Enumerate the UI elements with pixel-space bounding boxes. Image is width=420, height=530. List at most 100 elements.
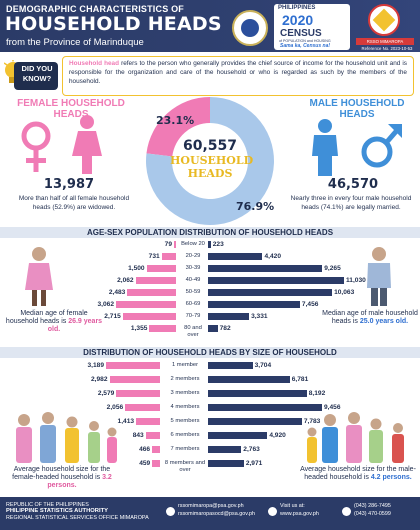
male-bar-label: 4,420 <box>264 253 281 260</box>
female-bar-label: 466 <box>139 446 151 453</box>
female-bar-label: 2,982 <box>90 376 108 383</box>
footer-email-2[interactable]: rssomimaropasocd@psa.gov.ph <box>178 511 255 517</box>
avg-size-female: Average household size for the female-he… <box>2 466 122 490</box>
definition-text: Household head refers to the person who … <box>69 59 407 87</box>
census-country: PHILIPPINES <box>278 5 316 11</box>
female-bar <box>136 418 160 425</box>
male-bar <box>208 325 218 332</box>
psa-seal-logo <box>232 10 268 46</box>
male-bar <box>208 301 300 308</box>
male-bar <box>208 313 250 320</box>
median-male-value: 25.0 years old. <box>359 318 409 325</box>
category-label: 2 members <box>170 376 200 382</box>
median-female-text: Median age of female household heads is <box>5 310 88 325</box>
female-bar-label: 2,483 <box>108 289 126 296</box>
male-bar <box>208 362 253 369</box>
category-label: 60-69 <box>185 301 201 307</box>
footer-org-line2: PHILIPPINE STATISTICS AUTHORITY <box>6 508 108 514</box>
donut-male-pct-label: 76.9% <box>236 200 275 213</box>
category-label: 5 members <box>170 418 200 424</box>
age-section-title: AGE-SEX POPULATION DISTRIBUTION OF HOUSE… <box>86 228 334 237</box>
category-label: 20-29 <box>185 253 201 259</box>
male-bar-label: 8,192 <box>308 390 326 397</box>
male-bar <box>208 460 244 467</box>
female-bar-label: 2,579 <box>97 390 115 397</box>
female-heads-note: More than half of all female household h… <box>18 195 130 211</box>
title-line-1: DEMOGRAPHIC CHARACTERISTICS OF <box>6 4 185 14</box>
footer-website[interactable]: www.psa.gov.ph <box>280 511 319 517</box>
female-bar-label: 3,062 <box>97 301 114 308</box>
definition-box: Household head refers to the person who … <box>62 56 414 96</box>
median-age-male: Median age of male household heads is 25… <box>322 310 418 326</box>
female-bar <box>122 313 176 320</box>
male-bar-label: 2,971 <box>245 460 263 467</box>
female-bar <box>125 404 160 411</box>
male-bar-label: 3,704 <box>254 362 272 369</box>
female-bar-label: 3,189 <box>87 362 104 369</box>
female-bar <box>116 390 160 397</box>
female-bar <box>152 446 160 453</box>
category-label: 8 members and over <box>164 460 206 473</box>
census-word: CENSUS <box>280 28 322 39</box>
did-you-know-badge <box>14 62 58 90</box>
sex-donut-chart <box>146 97 274 225</box>
female-bar-label: 2,056 <box>106 404 124 411</box>
male-bar <box>208 446 242 453</box>
female-bar <box>149 325 176 332</box>
male-bar <box>208 253 263 260</box>
male-bar-label: 9,265 <box>324 265 341 272</box>
census-logo <box>274 4 350 50</box>
census-sub: of POPULATION and HOUSING <box>279 39 331 43</box>
male-bar <box>208 265 323 272</box>
category-label: 6 members <box>170 432 200 438</box>
male-bar-label: 223 <box>212 241 224 248</box>
footer-org-line3: REGIONAL STATISTICAL SERVICES OFFICE MIM… <box>6 515 149 521</box>
male-bar-label: 11,030 <box>346 277 366 284</box>
male-bar <box>208 241 211 248</box>
footer-email-1[interactable]: rssomimaropa@psa.gov.ph <box>178 503 244 509</box>
female-bar <box>145 432 160 439</box>
donut-slice-female <box>146 97 210 157</box>
size-section-title: DISTRIBUTION OF HOUSEHOLD HEADS BY SIZE … <box>83 348 337 357</box>
total-heads-value: 60,557 <box>182 138 238 154</box>
globe-icon <box>268 507 277 516</box>
male-bar <box>208 404 322 411</box>
category-label: 50-59 <box>185 289 201 295</box>
male-bar-label: 2,763 <box>243 446 260 453</box>
category-label: 7 members <box>170 446 200 452</box>
male-bar <box>208 289 333 296</box>
male-heads-count: 46,570 <box>327 177 379 192</box>
male-bar <box>208 432 268 439</box>
median-male-text: Median age of male household heads is <box>322 310 418 325</box>
avg-male-value: 4.2 persons. <box>370 474 412 481</box>
median-age-female: Median age of female household heads is … <box>4 310 104 334</box>
female-bar-label: 843 <box>132 432 144 439</box>
female-bar-label: 2,062 <box>117 277 134 284</box>
female-heads-count: 13,987 <box>43 177 95 192</box>
phone-icon <box>342 507 351 516</box>
age-section-bar: AGE-SEX POPULATION DISTRIBUTION OF HOUSE… <box>0 227 420 238</box>
male-heads-note: Nearly three in every four male househol… <box>290 195 412 211</box>
footer-phone-1: (043) 286-7495 <box>354 503 391 509</box>
rsso-badge-text: RSSO MIMAROPA <box>356 38 414 45</box>
psa-seal-emblem <box>241 19 259 37</box>
definition-body: refers to the person who generally provi… <box>69 60 407 86</box>
female-bar <box>161 253 176 260</box>
footer-visit-label: Visit us at: <box>280 503 305 509</box>
footer-org-line1: REPUBLIC OF THE PHILIPPINES <box>6 502 89 508</box>
female-bar-label: 459 <box>139 460 151 467</box>
female-bar-label: 1,355 <box>130 325 148 332</box>
female-person-icon <box>72 115 102 174</box>
female-symbol-icon <box>21 121 51 172</box>
title-line-3: from the Province of Marinduque <box>6 37 144 48</box>
reference-number: Reference No. 2023-10-53 <box>361 46 413 51</box>
census-slogan: Sama ka, Census na! <box>280 43 331 49</box>
male-bar <box>208 418 302 425</box>
male-bar-label: 10,063 <box>334 289 355 296</box>
male-bar-label: 782 <box>219 325 231 332</box>
male-family-figures <box>307 412 404 463</box>
male-bar <box>208 277 344 284</box>
did-you-know-label: DID YOU KNOW? <box>21 64 53 83</box>
email-icon <box>166 507 175 516</box>
male-heads-title: MALE HOUSEHOLD HEADS <box>309 98 405 120</box>
